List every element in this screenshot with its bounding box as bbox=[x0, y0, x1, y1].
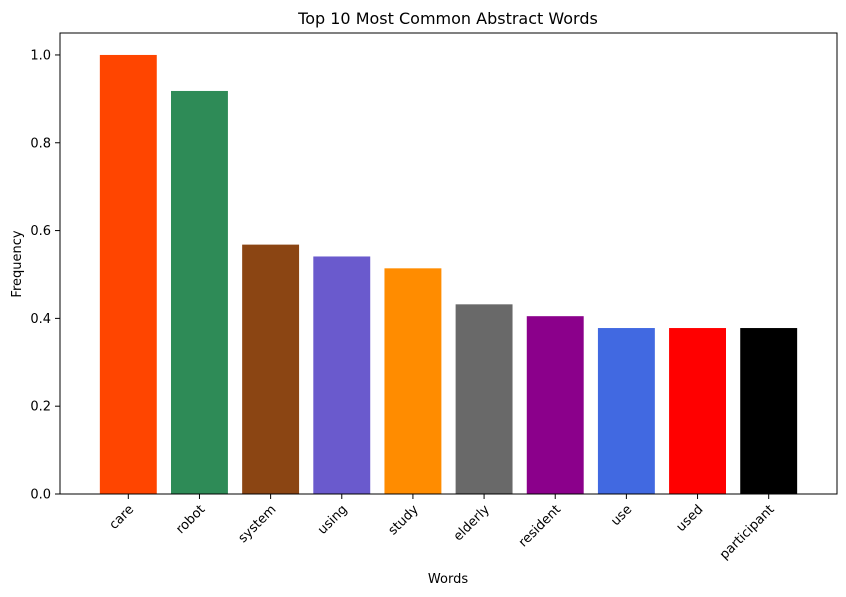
x-tick-label: used bbox=[674, 502, 707, 535]
x-tick-label: elderly bbox=[451, 502, 493, 544]
bar-resident bbox=[526, 316, 584, 494]
x-tick-label: study bbox=[386, 502, 422, 538]
y-tick-label: 1.0 bbox=[30, 48, 51, 63]
y-axis-label: Frequency bbox=[10, 230, 25, 297]
x-tick-label: care bbox=[107, 502, 138, 533]
y-tick-label: 0.2 bbox=[30, 400, 51, 415]
y-tick-label: 0.0 bbox=[30, 488, 51, 503]
x-tick-label: use bbox=[608, 502, 635, 529]
x-tick-label: using bbox=[315, 502, 350, 537]
x-axis-label: Words bbox=[428, 572, 468, 587]
bar-used bbox=[669, 328, 726, 494]
x-tick-label: system bbox=[236, 502, 280, 546]
bar-study bbox=[384, 268, 442, 494]
bars-group bbox=[99, 54, 798, 494]
y-tick-label: 0.4 bbox=[30, 312, 51, 327]
bar-use bbox=[597, 328, 655, 494]
y-tick-label: 0.8 bbox=[30, 136, 51, 151]
chart-title: Top 10 Most Common Abstract Words bbox=[297, 9, 598, 28]
bar-system bbox=[242, 244, 300, 494]
bar-participant bbox=[740, 328, 798, 494]
y-axis: 0.0 0.2 0.4 0.6 0.8 1.0 bbox=[30, 48, 60, 503]
bar-using bbox=[313, 256, 371, 494]
x-tick-label: resident bbox=[516, 502, 564, 550]
x-tick-label: robot bbox=[173, 502, 208, 537]
plot-frame bbox=[59, 32, 838, 495]
bar-elderly bbox=[455, 304, 513, 494]
bar-robot bbox=[171, 90, 228, 494]
x-axis: care robot system using study elderly resident… bbox=[107, 494, 778, 563]
x-tick-label: participant bbox=[717, 502, 778, 563]
bar-care bbox=[99, 54, 157, 494]
y-tick-label: 0.6 bbox=[30, 224, 51, 239]
